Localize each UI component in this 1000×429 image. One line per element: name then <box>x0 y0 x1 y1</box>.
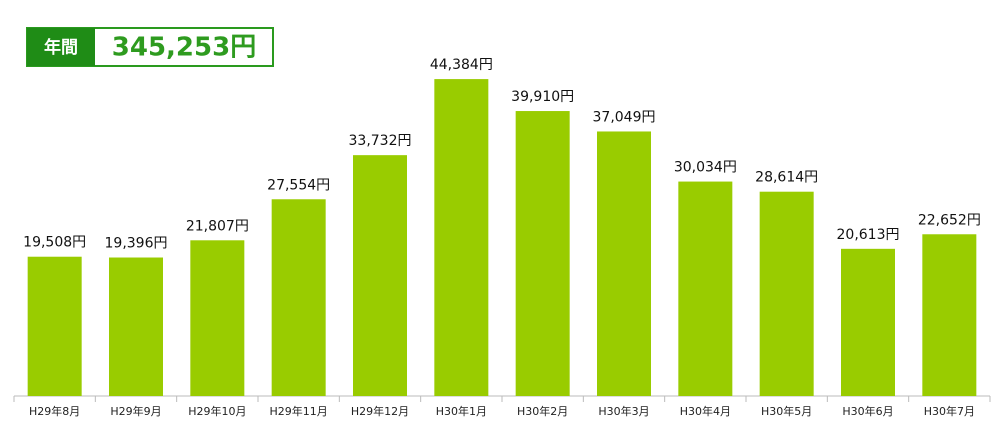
value-label: 39,910円 <box>511 89 574 105</box>
x-tick-label: H30年5月 <box>761 404 812 418</box>
total-label-box <box>27 28 95 66</box>
value-label: 19,396円 <box>105 236 168 252</box>
x-tick-label: H29年10月 <box>188 404 246 418</box>
x-tick-label: H29年11月 <box>270 404 328 418</box>
value-label: 44,384円 <box>430 57 493 73</box>
bar <box>678 181 733 396</box>
value-label: 37,049円 <box>593 109 656 125</box>
total-value: 345,253円 <box>112 33 256 63</box>
value-label: 19,508円 <box>23 235 86 251</box>
bar <box>759 191 814 396</box>
bar <box>841 248 895 396</box>
x-tick-label: H30年4月 <box>680 404 731 418</box>
bar <box>109 257 163 396</box>
value-label: 28,614円 <box>755 170 818 186</box>
bar <box>922 234 977 396</box>
bar <box>434 79 489 397</box>
x-tick-label: H30年7月 <box>924 404 975 418</box>
x-tick-label: H30年1月 <box>436 404 487 418</box>
bar <box>515 111 570 396</box>
total-label: 年間 <box>44 37 78 58</box>
bar <box>190 240 245 396</box>
x-tick-label: H30年2月 <box>517 404 568 418</box>
value-label: 22,652円 <box>918 212 981 228</box>
value-label: 27,554円 <box>267 177 330 193</box>
bar <box>271 199 326 396</box>
bar <box>597 131 651 396</box>
x-tick-label: H29年12月 <box>351 404 409 418</box>
value-label: 33,732円 <box>349 133 412 149</box>
x-tick-label: H30年3月 <box>598 404 649 418</box>
bar <box>353 155 407 396</box>
x-tick-label: H29年8月 <box>29 404 80 418</box>
bar <box>27 256 82 396</box>
value-label: 20,613円 <box>837 227 900 243</box>
x-tick-label: H30年6月 <box>842 404 893 418</box>
value-label: 30,034円 <box>674 160 737 176</box>
value-label: 21,807円 <box>186 218 249 234</box>
x-tick-label: H29年9月 <box>110 404 161 418</box>
